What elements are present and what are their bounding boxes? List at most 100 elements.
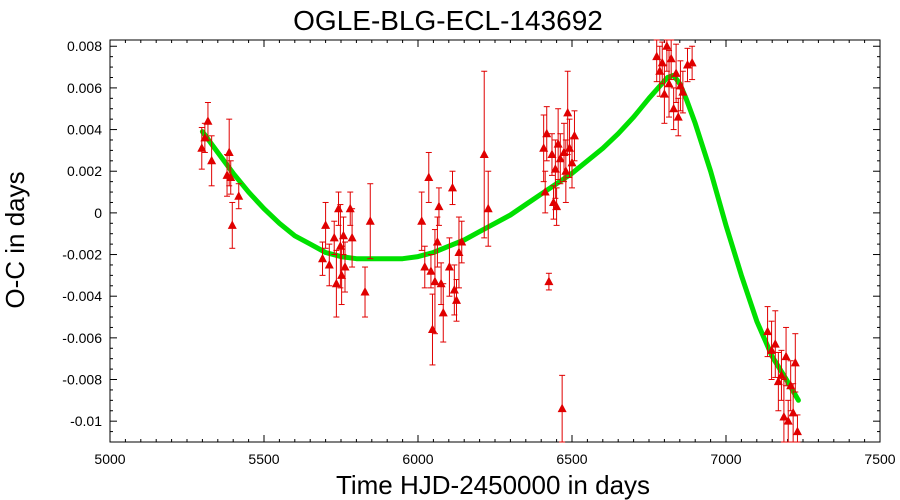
data-point <box>662 39 672 72</box>
y-axis: -0.01 -0.008 -0.006 -0.004 -0.002 0 0.002 0.004… <box>62 38 880 443</box>
data-point <box>773 351 783 412</box>
data-point <box>234 183 244 210</box>
triangle-marker <box>678 87 688 96</box>
triangle-marker <box>788 407 798 417</box>
x-axis-label: Time HJD-2450000 in days <box>336 470 650 500</box>
triangle-marker <box>776 370 786 379</box>
data-point <box>678 70 688 114</box>
triangle-marker <box>767 345 777 354</box>
data-point <box>438 283 448 343</box>
triangle-marker <box>669 103 679 113</box>
triangle-marker <box>430 276 440 286</box>
triangle-marker <box>657 57 667 67</box>
triangle-marker <box>329 232 339 242</box>
triangle-marker <box>337 270 347 279</box>
data-point <box>783 399 793 443</box>
data-point <box>226 160 236 195</box>
data-point <box>449 264 459 316</box>
triangle-marker <box>360 287 370 296</box>
data-point <box>776 349 786 401</box>
triangle-marker <box>483 203 493 213</box>
triangle-marker <box>365 216 375 225</box>
data-point <box>483 170 493 247</box>
triangle-marker <box>552 201 562 211</box>
data-point <box>331 249 341 318</box>
data-point <box>790 333 800 393</box>
plot-frame <box>109 39 881 443</box>
triangle-marker <box>479 149 489 159</box>
data-point <box>430 229 440 335</box>
data-point <box>659 64 669 124</box>
triangle-marker <box>438 307 448 317</box>
x-axis: 5000 5500 6000 6500 7000 7500 <box>94 40 896 467</box>
data-point <box>334 191 344 226</box>
data-point <box>318 241 328 276</box>
triangle-marker <box>671 68 681 77</box>
x-tick-label: 6000 <box>402 451 433 467</box>
triangle-marker <box>203 116 213 125</box>
triangle-marker <box>338 230 348 240</box>
data-point <box>365 183 375 260</box>
triangle-marker <box>227 220 237 229</box>
data-point <box>324 243 334 287</box>
triangle-marker <box>457 237 467 246</box>
data-series <box>197 39 802 443</box>
data-point <box>340 241 350 293</box>
triangle-marker <box>224 147 234 156</box>
data-point <box>544 272 554 291</box>
data-point <box>347 208 357 268</box>
triangle-marker <box>197 143 207 152</box>
triangle-marker <box>783 416 793 425</box>
data-point <box>417 191 427 251</box>
y-tick-label: 0.002 <box>67 163 102 179</box>
data-point <box>337 245 347 306</box>
data-point <box>666 39 676 81</box>
data-point <box>207 135 217 187</box>
triangle-marker <box>779 412 789 421</box>
triangle-marker <box>234 191 244 200</box>
data-point <box>550 139 560 199</box>
y-tick-label: -0.004 <box>62 288 102 304</box>
triangle-marker <box>569 130 579 140</box>
data-point <box>770 310 780 378</box>
data-point <box>454 216 464 289</box>
data-point <box>434 187 444 226</box>
triangle-marker <box>550 164 560 173</box>
triangle-marker <box>424 172 434 181</box>
triangle-marker <box>555 153 565 163</box>
triangle-marker <box>773 376 783 386</box>
triangle-marker <box>544 276 554 286</box>
data-point <box>555 133 565 185</box>
data-point <box>687 45 697 81</box>
y-tick-label: 0.004 <box>67 122 102 138</box>
triangle-marker <box>666 53 676 63</box>
triangle-marker <box>331 278 341 288</box>
triangle-marker <box>347 232 357 242</box>
data-point <box>552 187 562 226</box>
triangle-marker <box>226 172 236 181</box>
y-tick-label: 0.008 <box>67 38 102 54</box>
triangle-marker <box>200 132 210 142</box>
triangle-marker <box>652 51 662 61</box>
triangle-marker <box>417 216 427 225</box>
data-point <box>569 110 579 162</box>
y-axis-label: O-C in days <box>0 171 30 308</box>
y-tick-label: -0.006 <box>62 330 102 346</box>
x-tick-label: 6500 <box>556 451 587 467</box>
triangle-marker <box>321 220 331 229</box>
triangle-marker <box>567 157 577 167</box>
data-point <box>447 170 457 206</box>
data-point <box>563 70 573 156</box>
triangle-marker <box>792 426 802 436</box>
x-tick-label: 5000 <box>94 451 125 467</box>
data-point <box>457 220 467 264</box>
triangle-marker <box>673 112 683 121</box>
triangle-marker <box>426 266 436 275</box>
data-point <box>203 101 213 141</box>
data-point <box>547 133 557 176</box>
data-point <box>227 201 237 249</box>
triangle-marker <box>447 182 457 192</box>
triangle-marker <box>565 143 575 152</box>
data-point <box>767 320 777 381</box>
